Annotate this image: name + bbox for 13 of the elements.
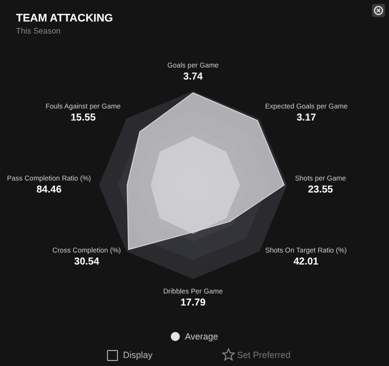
text: Set Preferred [237, 350, 291, 360]
text: 23.55 [308, 184, 333, 196]
text: 42.01 [293, 256, 318, 268]
text: Display [123, 350, 153, 360]
text: 3.74 [183, 72, 203, 82]
text: 84.46 [36, 184, 62, 196]
text: 30.54 [74, 256, 100, 268]
text: 17.79 [180, 298, 206, 308]
chart-subtitle: This Season [16, 26, 60, 36]
text: 3.17 [296, 112, 316, 124]
chart-title: TEAM ATTACKING [16, 12, 113, 24]
text: 15.55 [70, 112, 96, 124]
legend-label: Average [184, 332, 218, 342]
